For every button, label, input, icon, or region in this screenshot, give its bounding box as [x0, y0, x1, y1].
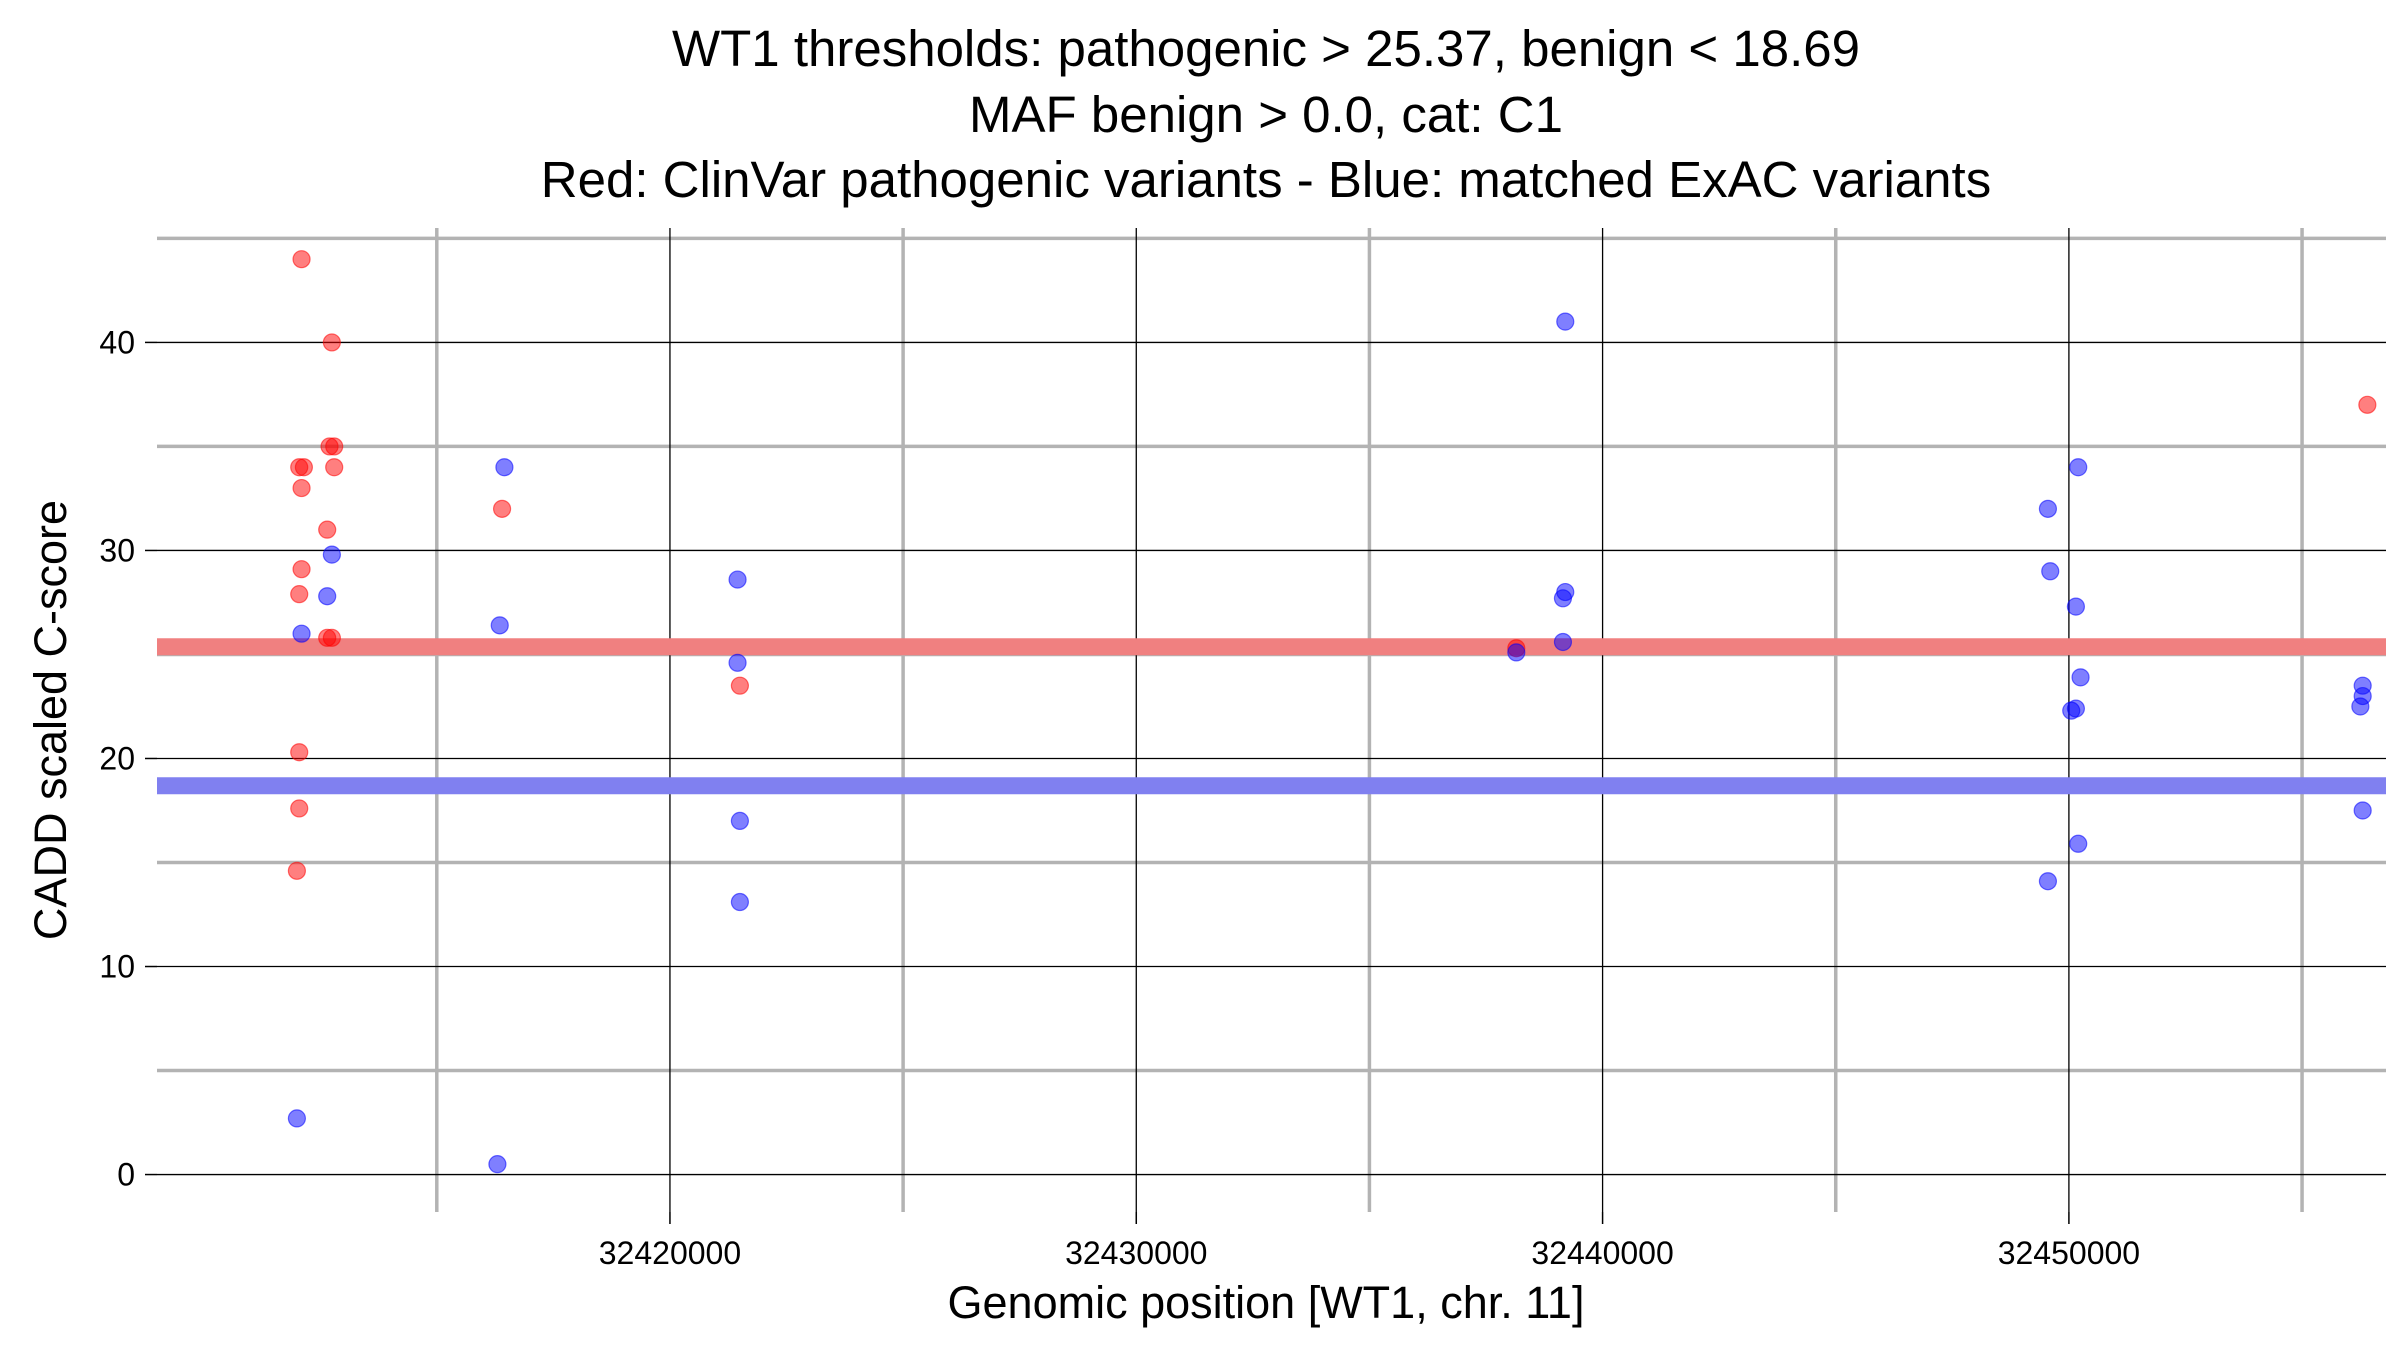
data-points: [287, 250, 2377, 1174]
x-tick-label: 32450000: [1998, 1235, 2140, 1271]
exac-variant-point: [2069, 834, 2088, 853]
exac-variant-point: [2038, 872, 2058, 891]
x-axis-label: Genomic position [WT1, chr. 11]: [948, 1277, 1585, 1328]
x-tick-label: 32440000: [1531, 1235, 1673, 1271]
y-tick-label: 10: [99, 949, 135, 985]
pathogenic-variant-point: [325, 437, 344, 456]
pathogenic-variant-point: [322, 333, 341, 352]
exac-variant-point: [322, 545, 341, 564]
pathogenic-variant-point: [287, 861, 306, 880]
exac-variant-point: [292, 624, 311, 643]
pathogenic-variant-point: [290, 743, 309, 762]
y-tick-label: 20: [99, 740, 135, 776]
chart-title-line-2: MAF benign > 0.0, cat: C1: [969, 86, 1563, 143]
x-tick-label: 32420000: [599, 1235, 741, 1271]
exac-variant-point: [318, 587, 337, 606]
exac-variant-point: [2069, 458, 2088, 477]
exac-variant-point: [488, 1155, 507, 1174]
chart-title-line-1: WT1 thresholds: pathogenic > 25.37, beni…: [672, 20, 1860, 77]
exac-variant-point: [2351, 697, 2370, 716]
exac-variant-point: [2066, 597, 2085, 616]
exac-variant-point: [490, 616, 509, 635]
pathogenic-variant-point: [318, 520, 337, 539]
x-tick-label: 32430000: [1065, 1235, 1207, 1271]
pathogenic-variant-point: [730, 676, 749, 695]
x-axis-ticks: 32420000 32430000 32440000 32450000: [599, 1212, 2140, 1271]
exac-variant-point: [287, 1109, 306, 1128]
chart-title-line-3: Red: ClinVar pathogenic variants - Blue:…: [541, 151, 1991, 208]
y-tick-label: 40: [99, 324, 135, 360]
y-axis-ticks: 0 10 20 30 40: [99, 324, 157, 1193]
pathogenic-variant-point: [292, 250, 311, 269]
exac-variant-point: [730, 892, 749, 912]
exac-variant-point: [728, 653, 747, 672]
y-tick-label: 30: [99, 532, 135, 568]
pathogenic-variant-point: [292, 478, 311, 498]
pathogenic-variant-point: [294, 458, 313, 477]
exac-variant-point: [2071, 668, 2090, 687]
exac-variant-point: [2038, 499, 2058, 518]
exac-variant-point: [728, 570, 747, 589]
exac-variant-point: [2062, 701, 2081, 720]
exac-variant-point: [2041, 562, 2060, 581]
pathogenic-variant-point: [290, 585, 309, 604]
pathogenic-variant-point: [292, 560, 311, 579]
pathogenic-variant-point: [290, 799, 309, 818]
y-tick-label: 0: [117, 1157, 135, 1193]
exac-variant-point: [2353, 801, 2372, 820]
exac-variant-point: [730, 811, 749, 830]
pathogenic-variant-point: [492, 499, 512, 518]
grid: [157, 228, 2386, 1212]
exac-variant-point: [1556, 312, 1575, 331]
exac-variant-point: [495, 458, 514, 477]
exac-variant-point: [1507, 643, 1526, 662]
threshold-lines: [157, 638, 2386, 795]
pathogenic-variant-point: [2358, 395, 2377, 414]
pathogenic-variant-point: [322, 628, 341, 647]
exac-variant-point: [1553, 632, 1573, 652]
exac-variant-point: [1553, 589, 1573, 608]
y-axis-label: CADD scaled C-score: [25, 500, 76, 940]
pathogenic-variant-point: [325, 458, 344, 477]
